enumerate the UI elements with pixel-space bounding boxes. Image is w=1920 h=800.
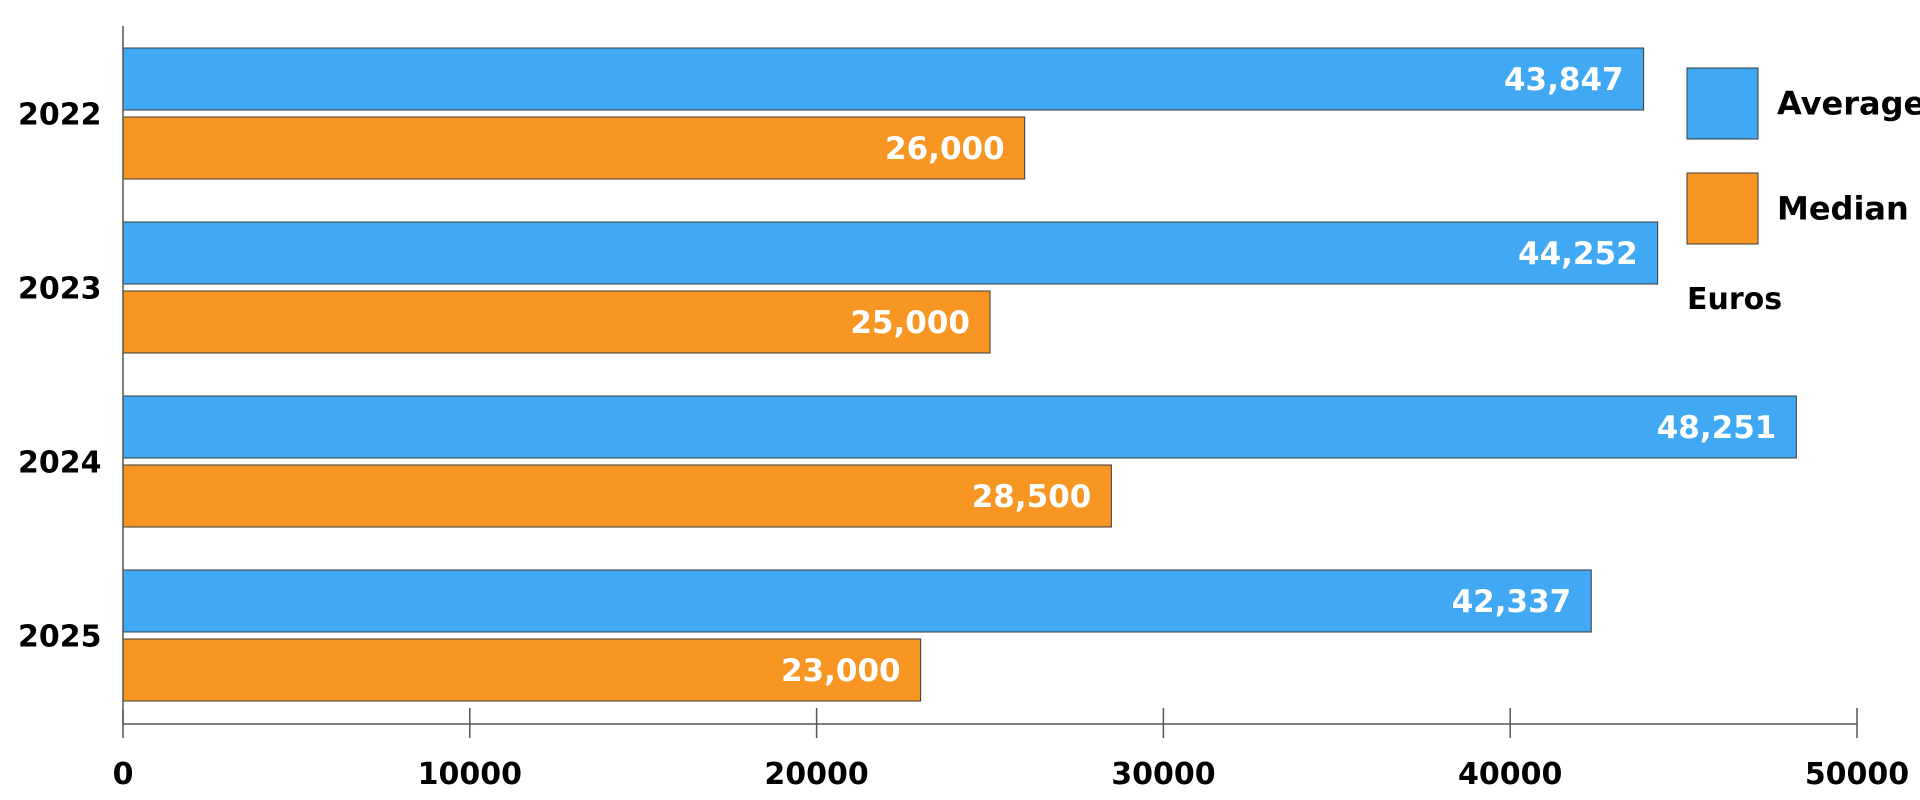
- unit-label: Euros: [1687, 282, 1782, 317]
- bar-average-2025: [122, 569, 1592, 633]
- bar-median-2025: [122, 638, 922, 702]
- x-tick-label-10000: 10000: [418, 757, 522, 792]
- bar-value-label-average-2025: 42,337: [1452, 584, 1572, 620]
- y-category-label-2025: 2025: [18, 620, 102, 655]
- bar-value-label-median-2023: 25,000: [850, 305, 970, 341]
- bar-value-label-median-2022: 26,000: [885, 131, 1005, 167]
- axes-layer: 2022 2023 2024 2025 0 10000 20000 30000 40000 500…: [18, 26, 1909, 792]
- bar-median-2023: [122, 290, 991, 354]
- bar-average-2024: [122, 395, 1797, 459]
- bar-value-label-average-2024: 48,251: [1657, 410, 1777, 446]
- bar-value-label-average-2023: 44,252: [1518, 236, 1638, 272]
- x-tick-label-0: 0: [113, 757, 134, 792]
- legend-label-median: Median: [1777, 190, 1909, 228]
- x-tick-label-50000: 50000: [1805, 757, 1909, 792]
- y-category-label-2022: 2022: [18, 98, 102, 133]
- bar-value-label-median-2024: 28,500: [972, 479, 1092, 515]
- legend-swatch-median: [1686, 172, 1759, 245]
- x-tick-label-20000: 20000: [764, 757, 868, 792]
- bar-median-2022: [122, 116, 1026, 180]
- legend-label-average: Average: [1777, 85, 1920, 123]
- y-category-label-2024: 2024: [18, 446, 102, 481]
- bar-average-2022: [122, 47, 1645, 111]
- bar-value-label-average-2022: 43,847: [1504, 62, 1624, 98]
- bar-labels-layer: 43,847 26,000 44,252 25,000 48,251 28,500 42,3…: [781, 62, 1776, 689]
- x-tick-label-30000: 30000: [1111, 757, 1215, 792]
- bar-median-2024: [122, 464, 1112, 528]
- legend: Average Median Euros: [1686, 67, 1920, 317]
- x-tick-label-40000: 40000: [1458, 757, 1562, 792]
- bar-value-label-median-2025: 23,000: [781, 653, 901, 689]
- legend-swatch-average: [1686, 67, 1759, 140]
- bar-average-2023: [122, 221, 1659, 285]
- y-category-label-2023: 2023: [18, 272, 102, 307]
- bars-layer: [122, 47, 1797, 702]
